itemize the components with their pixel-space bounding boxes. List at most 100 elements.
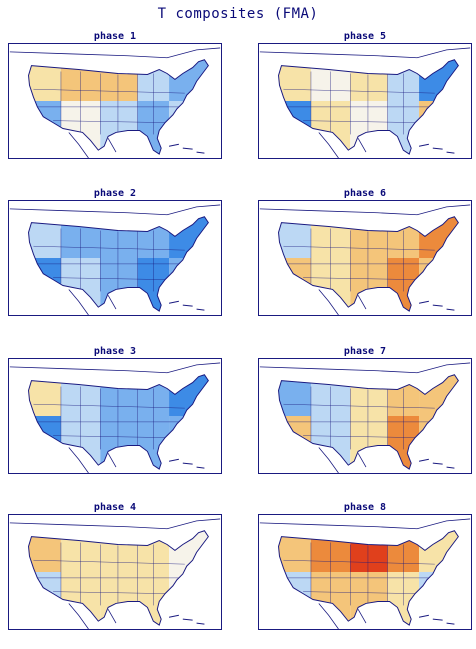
- anomaly-region: [28, 258, 61, 312]
- anomaly-region: [350, 572, 388, 626]
- us-anomaly-map: [9, 362, 221, 473]
- anomaly-region: [350, 101, 388, 155]
- us-anomaly-map: [259, 204, 471, 315]
- us-outline: [28, 59, 209, 155]
- panel-label: phase 6: [343, 188, 387, 199]
- anomaly-region: [100, 216, 138, 258]
- anomaly-region: [28, 101, 61, 155]
- state-border: [283, 88, 435, 94]
- map-frame: [8, 514, 222, 630]
- canada-border: [9, 204, 221, 216]
- caribbean-islands: [418, 458, 455, 469]
- state-border: [33, 403, 185, 409]
- map-frame: [258, 43, 472, 159]
- figure-title: T composites (FMA): [157, 6, 319, 22]
- anomaly-region: [100, 416, 138, 470]
- anomaly-region: [278, 416, 311, 470]
- anomaly-region: [100, 258, 138, 312]
- map-frame: [8, 43, 222, 159]
- anomaly-region: [350, 374, 388, 416]
- mexico-coast: [318, 289, 367, 315]
- anomaly-region: [28, 216, 61, 258]
- us-anomaly-map: [259, 518, 471, 629]
- state-border: [33, 245, 185, 251]
- anomaly-region: [100, 59, 138, 101]
- caribbean-islands: [418, 300, 455, 311]
- state-border: [303, 120, 418, 123]
- anomaly-region: [28, 530, 61, 572]
- us-outline: [28, 216, 209, 312]
- canada-border: [259, 362, 471, 374]
- anomaly-region: [278, 59, 311, 101]
- caribbean-islands: [168, 300, 205, 311]
- state-border: [53, 591, 168, 594]
- panel-label: phase 4: [93, 502, 137, 513]
- anomaly-region: [350, 530, 388, 572]
- us-anomaly-map: [9, 47, 221, 158]
- anomaly-region: [278, 216, 311, 258]
- map-frame: [258, 200, 472, 316]
- anomaly-region: [350, 216, 388, 258]
- anomaly-region: [100, 572, 138, 626]
- state-border: [303, 277, 418, 280]
- us-outline: [28, 530, 209, 626]
- state-border: [33, 88, 185, 94]
- state-border: [33, 559, 185, 565]
- state-border: [53, 277, 168, 280]
- mexico-coast: [318, 603, 367, 629]
- mexico-coast: [318, 447, 367, 473]
- us-anomaly-map: [259, 47, 471, 158]
- canada-border: [259, 47, 471, 59]
- canada-border: [259, 204, 471, 216]
- panel-label: phase 2: [93, 188, 137, 199]
- us-outline: [278, 530, 459, 626]
- anomaly-region: [28, 572, 61, 626]
- anomaly-region: [100, 101, 138, 155]
- mexico-coast: [68, 132, 117, 158]
- map-frame: [258, 514, 472, 630]
- panel-label: phase 8: [343, 502, 387, 513]
- canada-border: [9, 362, 221, 374]
- us-outline: [278, 216, 459, 312]
- canada-border: [259, 518, 471, 530]
- anomaly-region: [278, 530, 311, 572]
- canada-border: [9, 518, 221, 530]
- anomaly-region: [28, 416, 61, 470]
- state-border: [303, 435, 418, 438]
- anomaly-region: [278, 572, 311, 626]
- caribbean-islands: [168, 614, 205, 625]
- anomaly-region: [350, 416, 388, 470]
- state-border: [53, 435, 168, 438]
- state-border: [283, 403, 435, 409]
- us-outline: [28, 374, 209, 470]
- state-border: [283, 559, 435, 565]
- caribbean-islands: [168, 143, 205, 154]
- us-anomaly-map: [9, 518, 221, 629]
- anomaly-region: [278, 101, 311, 155]
- map-frame: [8, 200, 222, 316]
- us-anomaly-map: [259, 362, 471, 473]
- anomaly-region: [28, 374, 61, 416]
- panel-label: phase 1: [93, 31, 137, 42]
- state-border: [303, 591, 418, 594]
- anomaly-region: [28, 59, 61, 101]
- state-border: [53, 120, 168, 123]
- anomaly-region: [278, 258, 311, 312]
- caribbean-islands: [418, 143, 455, 154]
- us-outline: [278, 59, 459, 155]
- panel-label: phase 7: [343, 346, 387, 357]
- panel-label: phase 5: [343, 31, 387, 42]
- canada-border: [9, 47, 221, 59]
- anomaly-region: [350, 59, 388, 101]
- map-frame: [8, 358, 222, 474]
- mexico-coast: [68, 447, 117, 473]
- anomaly-region: [350, 258, 388, 312]
- mexico-coast: [68, 603, 117, 629]
- anomaly-region: [100, 530, 138, 572]
- state-border: [283, 245, 435, 251]
- anomaly-region: [278, 374, 311, 416]
- anomaly-region: [100, 374, 138, 416]
- map-frame: [258, 358, 472, 474]
- us-outline: [278, 374, 459, 470]
- mexico-coast: [318, 132, 367, 158]
